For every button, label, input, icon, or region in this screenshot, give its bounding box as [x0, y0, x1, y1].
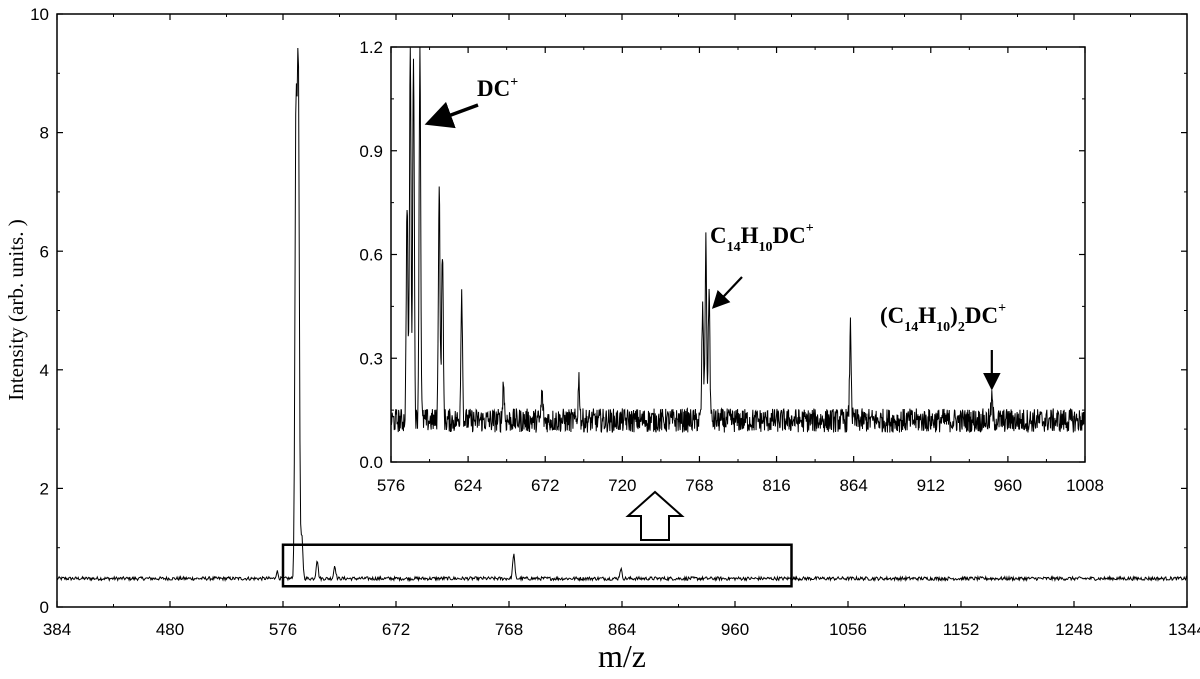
annotation-dimer-part: + — [998, 301, 1006, 316]
zoom-region-box — [281, 543, 793, 588]
main-y-tick-label: 8 — [40, 124, 49, 143]
main-x-tick-label: 576 — [269, 620, 297, 639]
inset-x-tick-label: 816 — [762, 476, 790, 495]
main-spectrum-line — [56, 47, 1188, 583]
main-x-tick-label: 1056 — [829, 620, 867, 639]
inset-x-tick-label: 672 — [531, 476, 559, 495]
annotation-c14h10dc-arrow — [711, 276, 743, 309]
annotation-dimer-part: 14 — [904, 320, 918, 335]
inset-x-tick-label: 960 — [994, 476, 1022, 495]
main-x-tick-label: 480 — [156, 620, 184, 639]
main-x-tick-label: 384 — [43, 620, 71, 639]
inset-x-tick-label: 1008 — [1066, 476, 1104, 495]
annotation-dimer: (C14H10)2DC+ — [880, 301, 1006, 335]
main-y-tick-label: 6 — [40, 242, 49, 261]
annotation-c14h10dc-part: 14 — [727, 240, 741, 255]
inset-x-tick-label: 864 — [839, 476, 867, 495]
inset-y-tick-label: 0.6 — [359, 246, 383, 265]
annotation-c14h10dc-part: H — [741, 223, 759, 248]
annotation-dimer-part: (C — [880, 303, 904, 328]
main-y-tick-label: 4 — [40, 361, 49, 380]
main-x-tick-label: 672 — [382, 620, 410, 639]
x-axis-label: m/z — [598, 638, 646, 674]
inset-x-tick-label: 912 — [917, 476, 945, 495]
annotation-dc: DC+ — [477, 75, 518, 101]
annotation-dimer-part: ) — [950, 303, 958, 328]
main-x-tick-label: 864 — [608, 620, 636, 639]
annotation-c14h10dc-part: + — [806, 221, 814, 236]
annotation-dimer-part: 10 — [936, 320, 950, 335]
annotation-c14h10dc-part: 10 — [759, 240, 773, 255]
inset-x-tick-label: 576 — [377, 476, 405, 495]
inset-x-tick-label: 624 — [454, 476, 482, 495]
inset-y-tick-label: 1.2 — [359, 38, 383, 57]
annotation-dimer-part: 2 — [958, 320, 965, 335]
annotation-dimer-part: H — [918, 303, 936, 328]
inset-frame — [390, 46, 1086, 463]
main-x-tick-label: 1248 — [1055, 620, 1093, 639]
inset-y-tick-label: 0.9 — [359, 142, 383, 161]
main-y-tick-label: 10 — [30, 5, 49, 24]
main-x-tick-label: 768 — [495, 620, 523, 639]
annotation-c14h10dc-part: DC — [773, 223, 806, 248]
main-x-tick-label: 1344 — [1168, 620, 1200, 639]
main-y-tick-label: 0 — [40, 598, 49, 617]
inset-y-tick-label: 0.0 — [359, 453, 383, 472]
y-axis-label: Intensity (arb. units. ) — [4, 219, 28, 400]
main-x-tick-label: 960 — [721, 620, 749, 639]
annotation-dc-superscript: + — [510, 75, 518, 90]
zoom-up-arrow-icon — [625, 490, 685, 541]
annotation-c14h10dc: C14H10DC+ — [710, 221, 814, 255]
inset-y-tick-label: 0.3 — [359, 349, 383, 368]
main-x-tick-label: 1152 — [943, 620, 980, 639]
inset-spectrum-line — [390, 46, 1086, 434]
main-y-tick-label: 2 — [40, 480, 49, 499]
annotation-dimer-part: DC — [965, 303, 998, 328]
annotation-dc-arrow — [424, 101, 479, 129]
annotation-dc-label: DC — [477, 76, 510, 101]
inset-x-tick-label: 720 — [608, 476, 636, 495]
inset-x-tick-label: 768 — [685, 476, 713, 495]
annotation-c14h10dc-part: C — [710, 223, 727, 248]
